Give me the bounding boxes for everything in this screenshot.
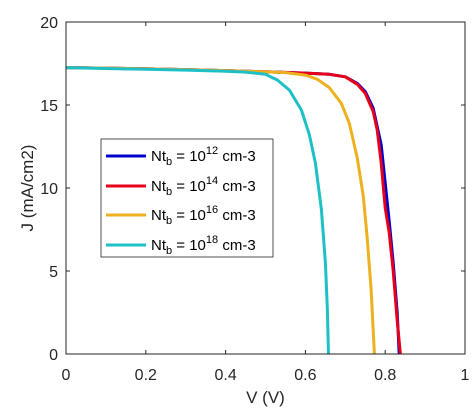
legend-sub: b <box>166 186 172 198</box>
x-tick-label: 0.8 <box>374 367 396 384</box>
legend-sub: b <box>166 245 172 257</box>
legend-base: Nt <box>151 207 167 224</box>
legend-sup: 18 <box>206 234 218 246</box>
legend-box <box>100 138 274 258</box>
x-tick-label: 0 <box>62 367 71 384</box>
x-axis-title: V (V) <box>246 388 285 407</box>
y-axis-title: J (mA/cm2) <box>18 145 37 232</box>
legend-label-2: Ntb = 1014 cm-3 <box>151 175 256 198</box>
legend-unit: cm-3 <box>218 207 256 224</box>
y-tick-label: 10 <box>40 181 58 198</box>
y-tick-label: 0 <box>49 347 58 364</box>
x-tick-label: 1 <box>461 367 470 384</box>
legend-unit: cm-3 <box>218 148 256 165</box>
legend-sup: 16 <box>206 204 218 216</box>
legend-sup: 14 <box>206 175 218 187</box>
legend-label-3: Ntb = 1016 cm-3 <box>151 204 256 227</box>
legend-label-4: Ntb = 1018 cm-3 <box>151 234 256 257</box>
legend-base: Nt <box>151 237 167 254</box>
legend-sub: b <box>166 156 172 168</box>
legend-sup: 12 <box>206 145 218 157</box>
y-tick-label: 5 <box>49 264 58 281</box>
x-tick-label: 0.2 <box>135 367 157 384</box>
legend-unit: cm-3 <box>218 178 256 195</box>
legend-eq: = 10 <box>172 207 206 224</box>
legend-eq: = 10 <box>172 178 206 195</box>
legend-sub: b <box>166 215 172 227</box>
x-tick-label: 0.6 <box>294 367 316 384</box>
legend-eq: = 10 <box>172 148 206 165</box>
legend-label-1: Ntb = 1012 cm-3 <box>151 145 256 168</box>
y-tick-label: 15 <box>40 98 58 115</box>
legend-unit: cm-3 <box>218 237 256 254</box>
y-tick-label: 20 <box>40 15 58 32</box>
series-layer <box>65 66 402 355</box>
series-line-4 <box>65 66 330 355</box>
legend-base: Nt <box>151 178 167 195</box>
x-tick-label: 0.4 <box>214 367 236 384</box>
legend-base: Nt <box>151 148 167 165</box>
legend-eq: = 10 <box>172 237 206 254</box>
